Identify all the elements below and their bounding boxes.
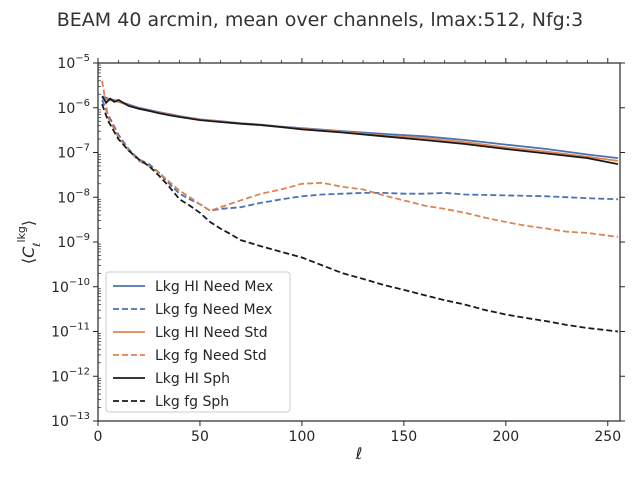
x-axis-label: ℓ: [355, 444, 363, 463]
y-tick-label: 10−6: [57, 98, 90, 117]
legend-label: Lkg fg Sph: [155, 394, 229, 410]
y-tick-label: 10−11: [51, 322, 90, 341]
legend-label: Lkg fg Need Std: [155, 348, 267, 364]
x-tick-label: 150: [390, 429, 417, 445]
legend-label: Lkg HI Sph: [155, 371, 230, 387]
svg-text:⟨Cℓlkg⟩: ⟨Cℓlkg⟩: [15, 220, 43, 264]
chart-title: BEAM 40 arcmin, mean over channels, lmax…: [57, 9, 583, 31]
y-axis-label: ⟨Cℓlkg⟩: [15, 220, 43, 264]
y-tick-label: 10−13: [51, 411, 90, 430]
legend-label: Lkg HI Need Std: [155, 325, 268, 341]
axis-ticks: 0 50 100 150 200 250 10−13 10−12 10−11 10−10 10−9 1…: [51, 53, 625, 445]
y-tick-label: 10−9: [57, 232, 90, 251]
y-tick-label: 10−7: [57, 143, 90, 162]
x-tick-label: 100: [289, 429, 316, 445]
series-lines: [101, 80, 619, 333]
y-tick-label: 10−10: [51, 277, 90, 296]
series-line-2: [101, 99, 619, 212]
legend-label: Lkg fg Need Mex: [155, 302, 272, 318]
series-line-5: [101, 95, 619, 165]
x-tick-label: 50: [191, 429, 209, 445]
x-tick-label: 0: [94, 429, 103, 445]
y-tick-label: 10−8: [57, 187, 90, 206]
legend: Lkg HI Need Mex Lkg fg Need Mex Lkg HI Nee…: [105, 271, 291, 413]
x-tick-label: 200: [492, 429, 519, 445]
y-tick-label: 10−12: [51, 366, 90, 385]
legend-label: Lkg HI Need Mex: [155, 279, 273, 295]
y-tick-label: 10−5: [57, 53, 90, 72]
x-tick-label: 250: [594, 429, 621, 445]
legend-box: [105, 271, 291, 413]
series-line-6: [101, 103, 619, 333]
